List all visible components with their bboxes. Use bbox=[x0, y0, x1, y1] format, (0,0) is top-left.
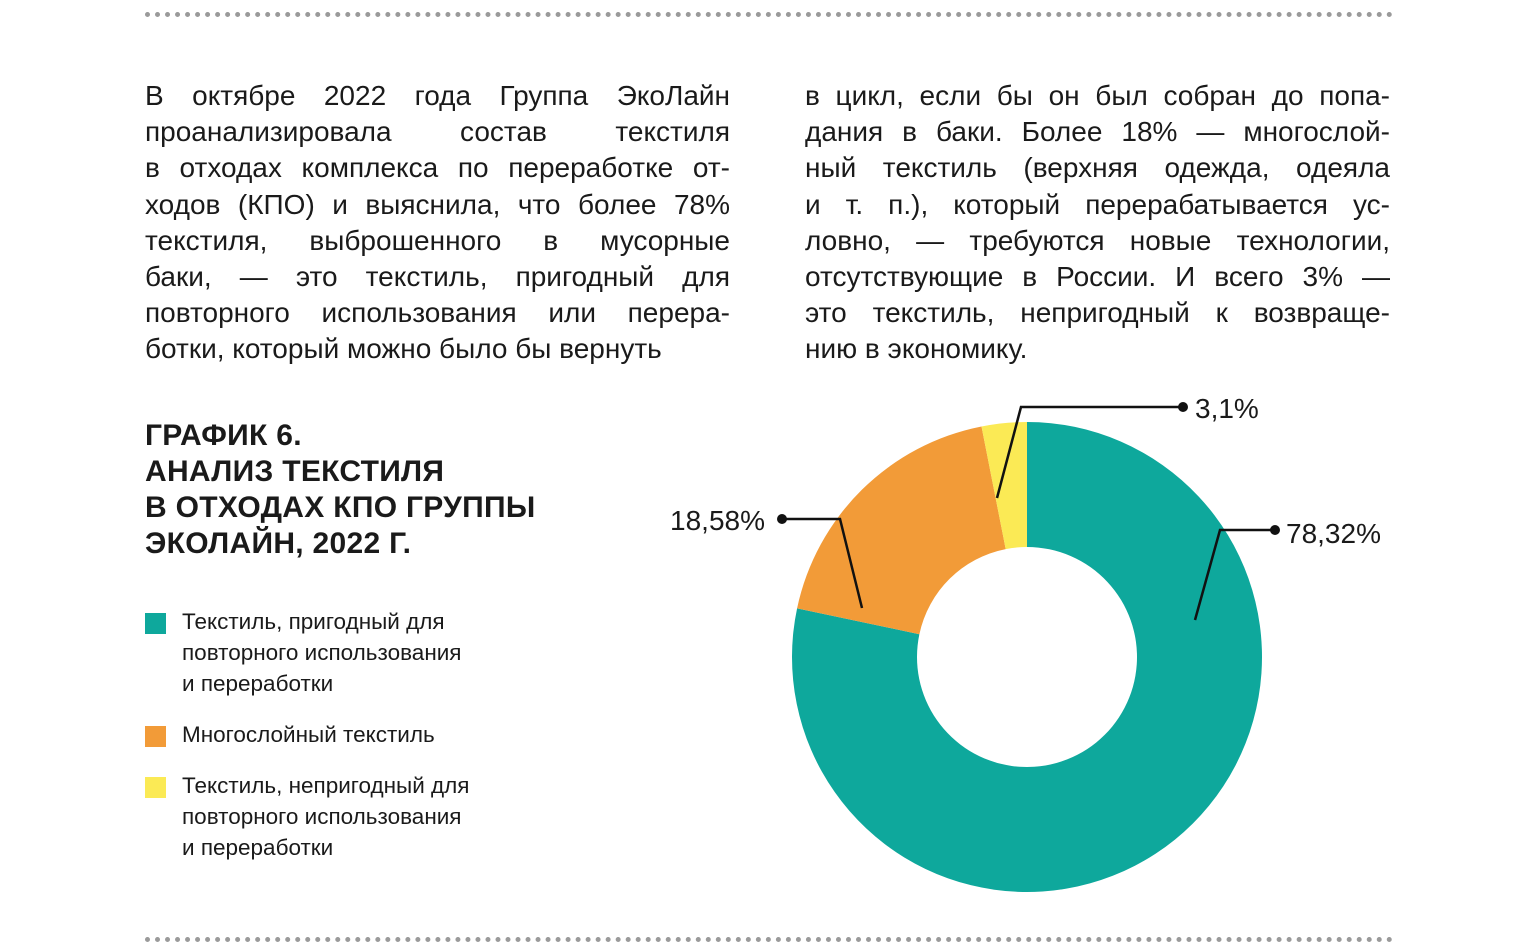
top-dotted-divider bbox=[145, 12, 1393, 17]
legend-item: Многослойный текстиль bbox=[145, 719, 470, 750]
paragraph-line: В октябре 2022 года Группа ЭкоЛайн bbox=[145, 80, 730, 111]
leader-line bbox=[995, 405, 1183, 499]
paragraph-line: нию в экономику. bbox=[805, 333, 1028, 365]
legend-swatch bbox=[145, 777, 166, 798]
paragraph-line: повторного использования или перера- bbox=[145, 297, 730, 329]
legend-label: Текстиль, непригодный для повторного испо… bbox=[182, 770, 470, 863]
donut-slice bbox=[792, 422, 1262, 893]
paragraph-line: баки, — это текстиль, пригодный для bbox=[145, 261, 730, 293]
chart-title-line: АНАЛИЗ ТЕКСТИЛЯ bbox=[145, 455, 445, 488]
legend-label-line: повторного использования bbox=[182, 640, 462, 665]
data-label: 18,58% bbox=[670, 505, 765, 536]
legend-item: Текстиль, пригодный для повторного исполь… bbox=[145, 606, 470, 699]
paragraph-line: текстиля, выброшенного в мусорные bbox=[145, 224, 730, 256]
leader-dot bbox=[1270, 525, 1280, 535]
donut-slice bbox=[797, 426, 1006, 635]
leader-dot bbox=[777, 514, 787, 524]
legend-label-line: Текстиль, пригодный для bbox=[182, 609, 445, 634]
bottom-dotted-divider bbox=[145, 937, 1393, 942]
paragraph-left: В октябре 2022 года Группа ЭкоЛайн проана… bbox=[145, 78, 730, 368]
chart-title-line: В ОТХОДАХ КПО ГРУППЫ bbox=[145, 491, 536, 524]
paragraph-line: это текстиль, непригодный к возвраще- bbox=[805, 297, 1390, 329]
legend-label: Многослойный текстиль bbox=[182, 719, 435, 750]
legend-label-line: и переработки bbox=[182, 671, 334, 696]
legend-label-line: и переработки bbox=[182, 835, 334, 860]
paragraph-line: проанализировала состав текстиля bbox=[145, 116, 730, 148]
leader-line bbox=[1193, 528, 1275, 621]
paragraph-line: ботки, который можно было бы вернуть bbox=[145, 333, 662, 365]
paragraph-right: в цикл, если бы он был собран до попа-да… bbox=[805, 78, 1390, 368]
legend-item: Текстиль, непригодный для повторного испо… bbox=[145, 770, 470, 863]
paragraph-line: ловно, — требуются новые технологии, bbox=[805, 224, 1390, 256]
leader-line bbox=[782, 517, 864, 609]
chart-title-line: ЭКОЛАЙН, 2022 Г. bbox=[145, 527, 412, 560]
paragraph-line: дания в баки. Более 18% — многослой- bbox=[805, 116, 1390, 148]
leader-dot bbox=[1178, 402, 1188, 412]
legend-label: Текстиль, пригодный для повторного исполь… bbox=[182, 606, 462, 699]
legend-label-line: Многослойный текстиль bbox=[182, 722, 435, 747]
paragraph-line: и т. п.), который перерабатывается ус- bbox=[805, 188, 1390, 220]
legend-swatch bbox=[145, 613, 166, 634]
data-label: 3,1% bbox=[1195, 393, 1259, 424]
paragraph-line: ный текстиль (верхняя одежда, одеяла bbox=[805, 152, 1390, 184]
paragraph-line: ходов (КПО) и выяснила, что более 78% bbox=[145, 188, 730, 220]
donut-slice bbox=[981, 422, 1027, 550]
paragraph-line: в отходах комплекса по переработке от- bbox=[145, 152, 730, 184]
legend-label-line: Текстиль, непригодный для bbox=[182, 773, 470, 798]
paragraph-line: в цикл, если бы он был собран до попа- bbox=[805, 80, 1390, 111]
data-label: 78,32% bbox=[1286, 518, 1381, 549]
paragraph-line: отсутствующие в России. И всего 3% — bbox=[805, 261, 1390, 293]
chart-title-line: ГРАФИК 6. bbox=[145, 419, 302, 452]
chart-title: ГРАФИК 6. АНАЛИЗ ТЕКСТИЛЯ В ОТХОДАХ КПО ГР… bbox=[145, 418, 536, 562]
chart-legend: Текстиль, пригодный для повторного исполь… bbox=[145, 606, 470, 883]
legend-label-line: повторного использования bbox=[182, 804, 462, 829]
legend-swatch bbox=[145, 726, 166, 747]
